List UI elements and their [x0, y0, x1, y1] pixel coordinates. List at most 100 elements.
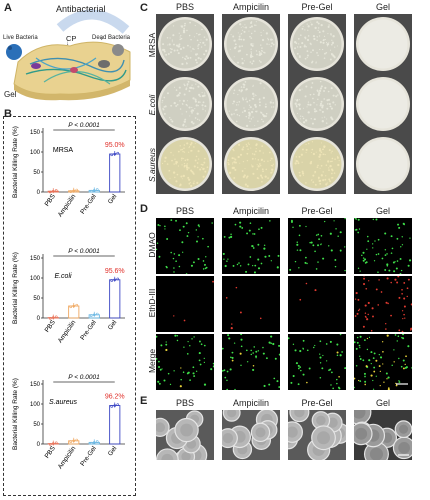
- chart-highlight-value: 96.2%: [105, 394, 125, 401]
- schematic-gel-label: Gel: [4, 90, 17, 99]
- antibacterial-schematic: ↓ ↓: [6, 9, 131, 101]
- chart-ytick-label: 150: [30, 256, 41, 262]
- chart-point: [48, 190, 52, 194]
- e-col-pbs: PBS: [175, 398, 194, 408]
- chart-point: [89, 189, 93, 193]
- agar-plate: [288, 74, 346, 134]
- chart-ylabel: Bacterial Killing Rate (%): [12, 126, 19, 198]
- chart-ylabel: Bacterial Killing Rate (%): [12, 252, 19, 324]
- agar-plate: [156, 134, 214, 194]
- chart-title: E.coli: [54, 273, 72, 280]
- chart-point: [54, 189, 58, 192]
- fluorescence-image: [287, 333, 347, 390]
- chart-ytick-label: 50: [33, 170, 40, 176]
- chart-category-label: Gel: [107, 319, 119, 332]
- chart-pvalue: P < 0.0001: [68, 122, 100, 129]
- chart-category-label: Ampicilin: [57, 319, 78, 345]
- panel-letter-e: E: [140, 395, 148, 407]
- chart-point: [72, 439, 76, 443]
- fluorescence-image: [222, 276, 280, 332]
- chart-point: [72, 189, 76, 193]
- agar-plate: [222, 14, 280, 74]
- agar-plate: [288, 134, 346, 194]
- chart-point: [110, 405, 114, 408]
- chart-ytick-label: 150: [30, 382, 41, 388]
- svg-text:↓: ↓: [66, 41, 69, 47]
- c-col-pregel: Pre-Gel: [301, 2, 333, 12]
- fluorescence-image: [353, 333, 413, 391]
- chart-0: Bacterial Killing Rate (%) 0 50 100 150 PBS Am…: [12, 122, 125, 218]
- fluorescence-image: [221, 333, 281, 391]
- e-col-gel: Gel: [375, 398, 390, 408]
- fluorescence-image: [155, 334, 215, 390]
- fluorescence-image: [155, 218, 214, 275]
- chart-highlight-value: 95.0%: [105, 142, 125, 149]
- chart-point: [69, 190, 73, 193]
- chart-bar: [109, 279, 121, 319]
- c-col-pbs: PBS: [175, 2, 194, 12]
- chart-ytick-label: 50: [33, 422, 40, 428]
- sem-image: [156, 410, 214, 460]
- d-col-pregel: Pre-Gel: [301, 206, 333, 216]
- c-col-ampicilin: Ampicilin: [232, 2, 269, 12]
- chart-category-label: PBS: [44, 193, 58, 208]
- chart-point: [48, 317, 52, 320]
- chart-category-label: PBS: [44, 445, 58, 460]
- fluorescence-image: [156, 276, 214, 332]
- chart-point: [54, 315, 58, 319]
- chart-point: [113, 152, 117, 156]
- chart-point: [69, 305, 73, 309]
- chart-ytick-label: 50: [33, 296, 40, 302]
- chart-point: [95, 188, 99, 191]
- agar-plate: [156, 14, 214, 74]
- chart-point: [116, 151, 120, 155]
- chart-point: [95, 440, 99, 443]
- chart-point: [51, 316, 55, 319]
- chart-highlight-value: 95.6%: [105, 268, 125, 275]
- chart-bar: [109, 405, 121, 445]
- chart-ylabel: Bacterial Killing Rate (%): [12, 378, 19, 450]
- chart-ytick-label: 150: [30, 130, 41, 136]
- agar-plate: [354, 74, 412, 134]
- panel-letter-d: D: [140, 203, 148, 215]
- d-col-pbs: PBS: [175, 206, 194, 216]
- sem-image: [354, 410, 412, 460]
- chart-point: [110, 153, 114, 157]
- sem-image: [288, 410, 346, 460]
- fluorescence-image: [354, 217, 412, 275]
- chart-ytick-label: 100: [30, 150, 41, 156]
- fluorescence-image: [288, 276, 346, 332]
- panel-b-frame: [3, 116, 136, 496]
- chart-point: [69, 440, 73, 443]
- chart-ytick-label: 100: [30, 276, 41, 282]
- chart-point: [54, 441, 58, 445]
- schematic-title: Antibacterial: [56, 4, 106, 14]
- chart-category-label: Pre-Gel: [79, 319, 98, 342]
- chart-point: [48, 443, 52, 446]
- d-col-ampicilin: Ampicilin: [232, 206, 269, 216]
- chart-point: [72, 304, 76, 308]
- schematic-cp-label: CP: [66, 34, 77, 43]
- chart-point: [89, 441, 93, 445]
- chart-point: [113, 278, 117, 282]
- chart-ytick-label: 0: [37, 190, 41, 196]
- panel-letter-c: C: [140, 2, 148, 14]
- chart-point: [75, 188, 79, 192]
- chart-ytick-label: 0: [37, 316, 41, 322]
- e-col-pregel: Pre-Gel: [301, 398, 333, 408]
- chart-pvalue: P < 0.0001: [68, 248, 100, 255]
- chart-1: Bacterial Killing Rate (%) 0 50 100 150 PBS Am…: [12, 248, 125, 344]
- e-col-ampicilin: Ampicilin: [232, 398, 269, 408]
- svg-text:↓: ↓: [100, 36, 103, 42]
- chart-point: [116, 277, 120, 281]
- chart-bar: [109, 153, 121, 193]
- fluorescence-image: [222, 218, 280, 274]
- chart-2: Bacterial Killing Rate (%) 0 50 100 150 PBS Am…: [12, 374, 125, 470]
- agar-plate: [354, 134, 412, 194]
- chart-point: [110, 279, 114, 282]
- chart-title: S.aureus: [49, 399, 78, 406]
- fluorescence-image: [354, 275, 413, 333]
- agar-plate: [222, 134, 280, 194]
- chart-category-label: Ampicilin: [57, 193, 78, 219]
